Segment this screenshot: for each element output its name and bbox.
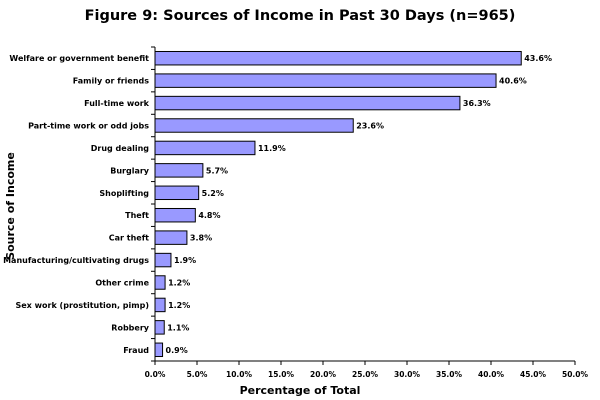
- category-label: Burglary: [110, 166, 150, 175]
- category-label: Manufacturing/cultivating drugs: [3, 256, 149, 265]
- category-label: Robbery: [111, 323, 149, 332]
- plot-area: Welfare or government benefit 43.6% Family…: [3, 46, 589, 379]
- bar: [154, 207, 196, 223]
- bar: [154, 140, 256, 156]
- bar: [154, 342, 164, 358]
- x-tick-label: 20.0%: [310, 370, 337, 379]
- category-label: Sex work (prostitution, pimp): [15, 301, 149, 310]
- x-axis-title: Percentage of Total: [240, 384, 361, 397]
- bar: [154, 320, 165, 335]
- category-label: Other crime: [95, 279, 149, 288]
- category-label: Fraud: [123, 346, 149, 355]
- bar: [154, 297, 166, 313]
- value-label: 1.2%: [168, 301, 190, 310]
- category-label: Drug dealing: [91, 144, 150, 153]
- bar: [154, 118, 354, 133]
- category-label: Shoplifting: [99, 189, 149, 198]
- value-label: 5.7%: [206, 166, 228, 175]
- value-label: 4.8%: [198, 211, 220, 220]
- bar: [154, 275, 166, 290]
- category-label: Part-time work or odd jobs: [28, 122, 149, 131]
- value-label: 43.6%: [524, 54, 552, 63]
- x-tick-label: 0.0%: [145, 370, 166, 379]
- value-label: 0.9%: [166, 346, 188, 355]
- x-tick-label: 40.0%: [478, 370, 505, 379]
- value-label: 1.2%: [168, 279, 190, 288]
- x-tick-label: 5.0%: [187, 370, 208, 379]
- bar: [154, 50, 522, 66]
- value-label: 40.6%: [499, 77, 527, 86]
- chart-title: Figure 9: Sources of Income in Past 30 D…: [85, 8, 516, 24]
- x-tick-label: 45.0%: [520, 370, 547, 379]
- bar: [154, 252, 172, 268]
- bar: [154, 95, 461, 111]
- value-label: 11.9%: [258, 144, 286, 153]
- x-tick-label: 15.0%: [268, 370, 295, 379]
- value-label: 1.1%: [167, 323, 189, 332]
- bar: [154, 230, 188, 245]
- value-label: 36.3%: [463, 99, 491, 108]
- bar: [154, 163, 204, 178]
- bar: [154, 73, 497, 88]
- value-label: 23.6%: [356, 122, 384, 131]
- bar: [154, 185, 200, 201]
- category-label: Car theft: [109, 234, 149, 243]
- category-label: Theft: [125, 211, 149, 220]
- category-label: Family or friends: [73, 77, 149, 86]
- category-label: Full-time work: [84, 99, 150, 108]
- x-tick-label: 10.0%: [226, 370, 253, 379]
- value-label: 5.2%: [202, 189, 224, 198]
- x-tick-label: 50.0%: [562, 370, 589, 379]
- y-axis-title: Source of Income: [4, 152, 17, 260]
- x-tick-label: 25.0%: [352, 370, 379, 379]
- x-tick-label: 30.0%: [394, 370, 421, 379]
- value-label: 3.8%: [190, 234, 212, 243]
- value-label: 1.9%: [174, 256, 196, 265]
- category-label: Welfare or government benefit: [9, 54, 149, 63]
- x-tick-label: 35.0%: [436, 370, 463, 379]
